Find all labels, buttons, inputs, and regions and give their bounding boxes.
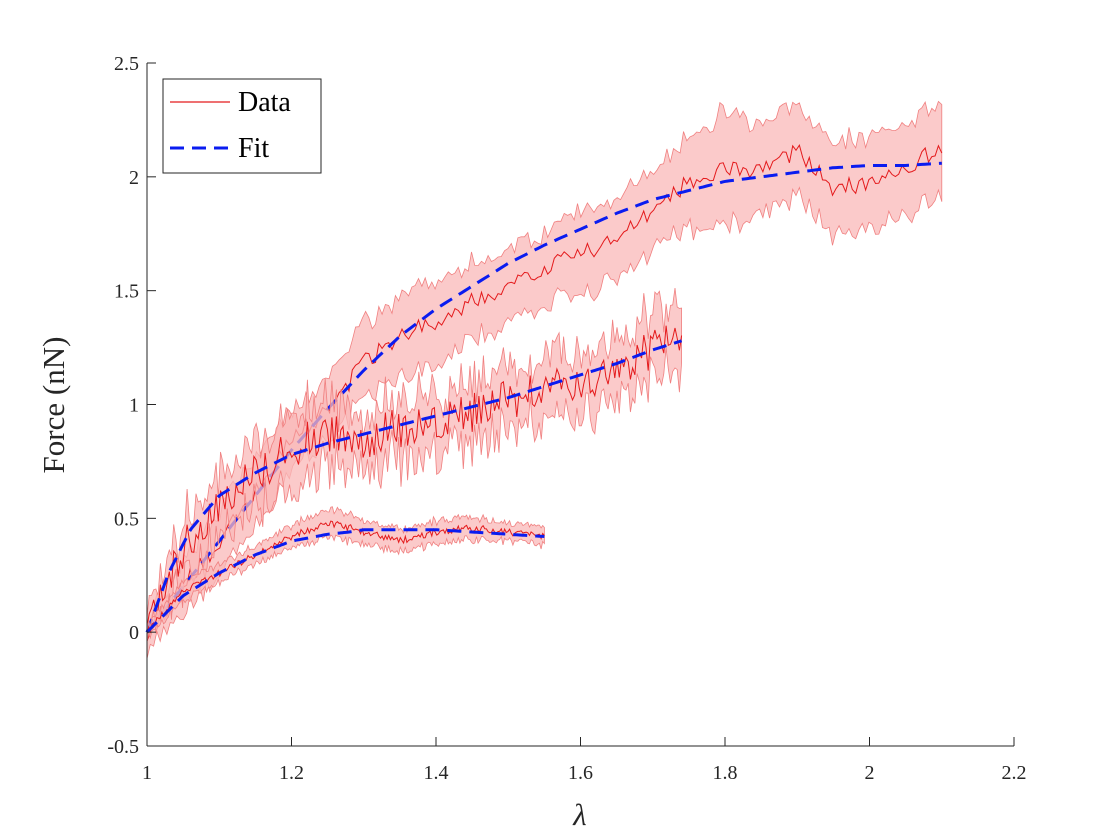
x-tick-label: 2.2: [1002, 762, 1027, 784]
y-tick-label: 1: [129, 395, 139, 417]
series-1-band: [146, 100, 943, 659]
series-1-fit-line: [145, 161, 942, 634]
x-tick-label: 1.4: [424, 762, 449, 784]
series-3: [145, 506, 545, 642]
series-3-fit-line: [145, 528, 545, 634]
y-tick-label: 1.5: [114, 281, 139, 303]
series-2: [145, 288, 683, 638]
series-layer: [145, 100, 943, 659]
x-tick-label: 1: [142, 762, 152, 784]
legend: Data Fit: [162, 78, 322, 174]
legend-box: [162, 78, 322, 174]
series-2-fit-line: [145, 339, 683, 633]
series-3-data-line: [146, 520, 545, 635]
series-3-band: [146, 506, 545, 642]
x-axis-title: λ: [572, 797, 586, 832]
y-tick-label: 0: [129, 622, 139, 644]
x-tick-label: 1.6: [568, 762, 593, 784]
y-axis-title: Force (nN): [36, 337, 71, 474]
axes: [146, 62, 1015, 747]
x-tick-label: 1.2: [279, 762, 304, 784]
y-tick-label: 0.5: [114, 508, 139, 530]
y-tick-label: 2.5: [114, 53, 139, 75]
x-tick-label: 1.8: [713, 762, 738, 784]
tick-labels: 1 1.2 1.4 1.6 1.8 2 2.2 -0.5 0 0.5 1 1.5 2 2.5: [107, 53, 1026, 784]
y-tick-label: -0.5: [107, 736, 139, 758]
series-2-band: [146, 288, 682, 638]
y-tick-label: 2: [129, 167, 139, 189]
legend-fit-label: Fit: [238, 133, 269, 164]
legend-data-label: Data: [238, 87, 291, 118]
x-tick-label: 2: [865, 762, 875, 784]
